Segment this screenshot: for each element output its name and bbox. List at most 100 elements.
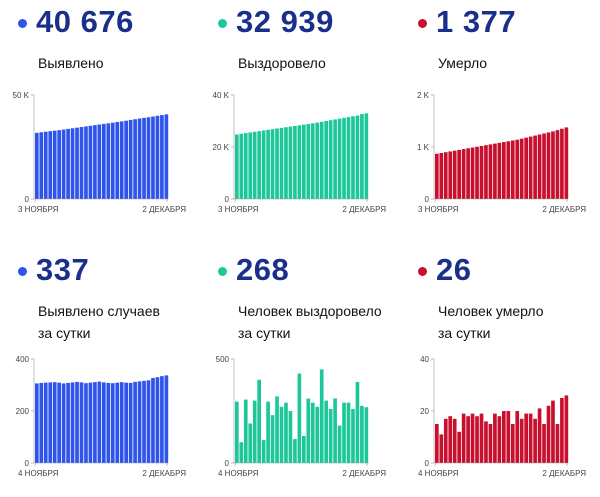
panel-label-line: Человек выздоровело — [238, 303, 382, 319]
bar — [306, 123, 311, 199]
bar — [102, 382, 106, 463]
bar — [546, 405, 551, 463]
bar — [43, 131, 48, 199]
panel-label: Человек умерло за сутки — [438, 300, 598, 344]
panel-label-line: за сутки — [438, 325, 491, 341]
series-dot-icon — [18, 19, 27, 28]
bar — [528, 136, 533, 199]
x-tick-label-start: 3 НОЯБРЯ — [418, 205, 459, 214]
y-tick-label: 200 — [16, 407, 30, 416]
panel-label: Человек выздоровело за сутки — [238, 300, 398, 344]
y-tick-label: 40 K — [213, 91, 230, 100]
bar — [93, 125, 97, 199]
bar — [493, 413, 497, 463]
bar — [293, 439, 297, 463]
bar — [164, 114, 169, 199]
bar — [243, 133, 248, 199]
bar — [297, 373, 302, 463]
x-tick-label-start: 4 НОЯБРЯ — [418, 469, 459, 478]
bar — [155, 115, 160, 199]
bar — [275, 396, 279, 463]
x-tick-label-start: 4 НОЯБРЯ — [18, 469, 59, 478]
x-tick-label-end: 2 ДЕКАБРЯ — [542, 205, 586, 214]
bar — [35, 132, 39, 199]
series-dot-icon — [218, 19, 227, 28]
bar — [524, 413, 528, 463]
bar — [61, 383, 66, 463]
bar — [555, 130, 560, 199]
bar — [328, 120, 333, 199]
x-tick-label-start: 3 НОЯБРЯ — [18, 205, 59, 214]
bar — [564, 127, 569, 199]
x-tick-label-end: 2 ДЕКАБРЯ — [142, 205, 186, 214]
bar — [333, 119, 337, 199]
bar — [542, 424, 546, 463]
bar — [515, 139, 520, 199]
bar — [466, 416, 470, 463]
bar — [57, 130, 61, 199]
bar — [39, 382, 44, 463]
panel-label-line: Человек умерло — [438, 303, 544, 319]
bar — [97, 381, 102, 463]
bar — [510, 424, 515, 463]
panel-value: 32 939 — [236, 4, 334, 39]
bar — [315, 122, 320, 199]
panel-label-line: Выявлено случаев — [38, 303, 160, 319]
bar — [324, 121, 328, 199]
bar — [506, 411, 511, 463]
bar — [146, 380, 151, 463]
bar — [151, 377, 155, 463]
panel-label: Умерло — [438, 52, 598, 74]
panel-value: 268 — [236, 252, 290, 287]
bar — [439, 434, 444, 463]
bar — [75, 127, 79, 199]
bar — [52, 130, 57, 199]
bar — [239, 442, 244, 463]
bar — [279, 406, 284, 463]
bar — [66, 128, 70, 199]
bar — [488, 144, 493, 199]
bar — [61, 129, 66, 199]
bar — [97, 124, 102, 199]
bar — [337, 425, 342, 463]
bar — [466, 148, 470, 199]
bar — [297, 125, 302, 199]
y-tick-label: 0 — [225, 195, 230, 204]
panel-total-recovered: 32 939 Выздоровело 0 20 K 40 K 3 НОЯБРЯ 2 ДЕ… — [200, 0, 400, 248]
bar — [119, 382, 124, 463]
panel-value: 1 377 — [436, 4, 517, 39]
bar — [537, 134, 542, 199]
bar — [70, 382, 75, 463]
bar — [128, 119, 133, 199]
bar — [493, 143, 497, 199]
bar — [133, 381, 137, 463]
bar — [48, 382, 53, 463]
bar — [252, 131, 257, 199]
x-tick-label-end: 2 ДЕКАБРЯ — [342, 469, 386, 478]
bar — [524, 137, 528, 199]
bar — [239, 133, 244, 199]
bar — [93, 382, 97, 463]
bar — [43, 382, 48, 463]
bar — [124, 382, 128, 463]
bar — [497, 142, 502, 199]
bar — [443, 418, 448, 463]
bar — [151, 116, 155, 199]
bar — [302, 124, 306, 199]
bar — [288, 126, 293, 199]
bar — [470, 413, 475, 463]
bar — [84, 383, 88, 463]
bar — [284, 402, 288, 463]
panel-label: Выздоровело — [238, 52, 398, 74]
bar — [88, 125, 93, 199]
bar — [515, 411, 520, 463]
bar — [484, 145, 488, 199]
bar — [355, 115, 360, 199]
bar — [439, 152, 444, 199]
bar — [257, 131, 261, 199]
bar — [48, 131, 53, 199]
bar — [319, 369, 324, 463]
bar — [560, 398, 564, 463]
bar — [306, 398, 311, 463]
chart-total-recovered: 0 20 K 40 K 3 НОЯБРЯ 2 ДЕКАБРЯ — [213, 91, 387, 214]
